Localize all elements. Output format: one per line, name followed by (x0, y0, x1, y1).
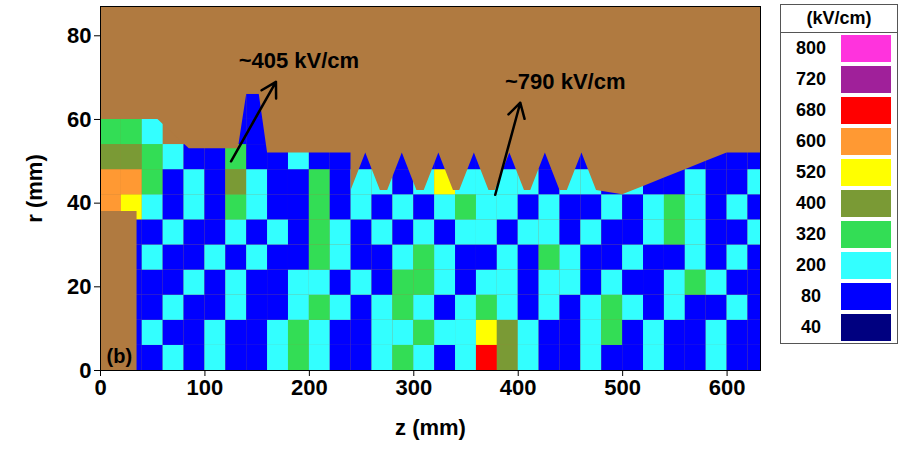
svg-text:r (mm): r (mm) (22, 154, 47, 222)
svg-text:60: 60 (67, 107, 91, 132)
svg-text:0: 0 (79, 358, 91, 383)
svg-text:(b): (b) (107, 345, 133, 367)
svg-text:40: 40 (67, 190, 91, 215)
svg-text:600: 600 (709, 375, 746, 400)
html-text:40: 40 (801, 317, 821, 337)
html-text:800: 800 (796, 38, 826, 58)
html-text:200: 200 (796, 255, 826, 275)
svg-text:200: 200 (291, 375, 328, 400)
svg-text:0: 0 (94, 375, 106, 400)
html-text:680: 680 (796, 100, 826, 120)
svg-text:500: 500 (604, 375, 641, 400)
html-text:720: 720 (796, 69, 826, 89)
svg-text:z (mm): z (mm) (395, 415, 466, 440)
svg-text:20: 20 (67, 274, 91, 299)
svg-text:300: 300 (395, 375, 432, 400)
svg-text:100: 100 (187, 375, 224, 400)
svg-text:~405 kV/cm: ~405 kV/cm (239, 48, 359, 73)
svg-text:400: 400 (500, 375, 537, 400)
svg-text:~790 kV/cm: ~790 kV/cm (505, 69, 625, 94)
html-text:400: 400 (796, 193, 826, 213)
html-text:520: 520 (796, 162, 826, 182)
html-text:80: 80 (801, 286, 821, 306)
html-text:(kV/cm): (kV/cm) (806, 8, 872, 28)
html-text:600: 600 (796, 131, 826, 151)
svg-text:80: 80 (67, 23, 91, 48)
html-text:320: 320 (796, 224, 826, 244)
